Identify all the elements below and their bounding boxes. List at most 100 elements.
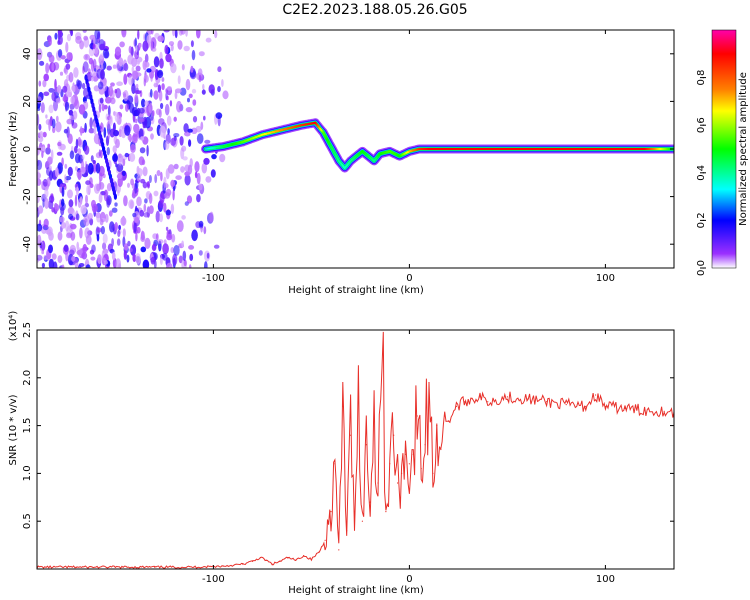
noise-blob bbox=[104, 213, 109, 223]
noise-blob bbox=[97, 254, 102, 265]
noise-blob bbox=[155, 108, 161, 116]
noise-blob bbox=[208, 84, 215, 94]
snr-point bbox=[444, 415, 446, 417]
noise-blob bbox=[59, 143, 66, 151]
noise-blob bbox=[187, 164, 193, 175]
noise-blob bbox=[195, 125, 202, 133]
noise-blob bbox=[130, 178, 135, 186]
snr-point bbox=[324, 539, 326, 541]
snr-point bbox=[318, 551, 320, 553]
noise-blob bbox=[69, 150, 75, 160]
noise-blob bbox=[62, 85, 68, 93]
noise-blob bbox=[60, 205, 65, 216]
noise-blob bbox=[148, 175, 152, 183]
noise-blob bbox=[140, 230, 145, 241]
noise-blob bbox=[210, 169, 216, 178]
noise-blob bbox=[134, 94, 139, 104]
noise-blob bbox=[90, 256, 96, 261]
snr-point bbox=[353, 511, 356, 513]
noise-blob bbox=[105, 96, 112, 104]
noise-blob bbox=[79, 196, 83, 205]
noise-blob bbox=[132, 212, 137, 218]
noise-blob bbox=[159, 125, 167, 138]
noise-blob bbox=[79, 227, 83, 239]
noise-blob bbox=[221, 79, 224, 87]
noise-blob bbox=[154, 174, 158, 184]
noise-blob bbox=[37, 223, 43, 232]
noise-blob bbox=[60, 55, 66, 60]
noise-blob bbox=[170, 179, 176, 187]
snr-point bbox=[471, 398, 473, 400]
noise-blob bbox=[189, 253, 194, 261]
noise-blob bbox=[44, 198, 49, 209]
snr-point bbox=[408, 463, 410, 465]
noise-blob bbox=[122, 228, 126, 238]
noise-blob bbox=[184, 201, 189, 206]
noise-blob bbox=[101, 103, 105, 112]
noise-blob bbox=[55, 115, 59, 123]
noise-blob bbox=[51, 91, 57, 102]
noise-blob bbox=[47, 200, 54, 210]
noise-blob bbox=[165, 53, 172, 63]
noise-blob bbox=[48, 37, 52, 46]
noise-blob bbox=[89, 218, 94, 226]
noise-blob bbox=[57, 30, 63, 37]
noise-blob bbox=[81, 154, 85, 160]
colorbar-ticks: 0.0 0.2 0.4 0.6 0.8 bbox=[696, 70, 707, 276]
noise-blob bbox=[85, 163, 89, 176]
noise-blob bbox=[135, 178, 139, 190]
noise-blob bbox=[51, 253, 57, 260]
noise-blob bbox=[149, 70, 155, 79]
noise-blob bbox=[128, 152, 136, 162]
noise-blob bbox=[89, 183, 94, 189]
noise-blob bbox=[78, 263, 85, 267]
snr-point bbox=[369, 501, 371, 503]
noise-blob bbox=[118, 224, 121, 231]
noise-blob bbox=[68, 213, 74, 220]
noise-blob bbox=[61, 222, 66, 229]
noise-blob bbox=[79, 40, 84, 50]
noise-blob bbox=[165, 226, 169, 231]
noise-blob bbox=[205, 37, 212, 43]
noise-blob bbox=[107, 130, 111, 141]
noise-blob bbox=[158, 90, 163, 102]
noise-blob bbox=[135, 83, 139, 89]
noise-blob bbox=[66, 118, 73, 125]
x-tick-label: -100 bbox=[202, 574, 225, 585]
spectral-ridge bbox=[201, 118, 674, 173]
noise-blob bbox=[157, 69, 164, 79]
noise-blob bbox=[166, 115, 172, 126]
noise-blob bbox=[168, 41, 175, 46]
noise-blob bbox=[196, 133, 204, 145]
snr-point bbox=[350, 434, 352, 436]
noise-blob bbox=[188, 264, 192, 268]
noise-blob bbox=[179, 87, 187, 96]
noise-blob bbox=[115, 163, 118, 168]
noise-blob bbox=[116, 163, 124, 173]
noise-blob bbox=[191, 49, 196, 61]
noise-blob bbox=[56, 151, 63, 156]
snr-point bbox=[389, 463, 391, 465]
noise-blob bbox=[146, 34, 152, 44]
noise-blob bbox=[203, 226, 207, 235]
noise-blob bbox=[198, 74, 202, 83]
noise-blob bbox=[217, 86, 221, 93]
noise-blob bbox=[39, 60, 45, 66]
snr-point bbox=[154, 566, 156, 568]
noise-blob bbox=[64, 100, 68, 112]
noise-blob bbox=[98, 149, 102, 157]
noise-blob bbox=[152, 110, 155, 117]
noise-blob bbox=[155, 233, 159, 241]
noise-blob bbox=[71, 122, 78, 129]
noise-blob bbox=[148, 103, 153, 114]
noise-blob bbox=[117, 229, 121, 238]
y-tick-label: 1.0 bbox=[22, 465, 33, 481]
snr-point bbox=[222, 565, 224, 567]
spectrogram-x-ticks: -100 0 100 bbox=[202, 30, 615, 284]
snr-point bbox=[526, 398, 528, 400]
noise-blob bbox=[138, 118, 145, 123]
noise-blob bbox=[68, 249, 75, 256]
noise-blob bbox=[183, 259, 187, 267]
noise-blob bbox=[41, 149, 44, 159]
